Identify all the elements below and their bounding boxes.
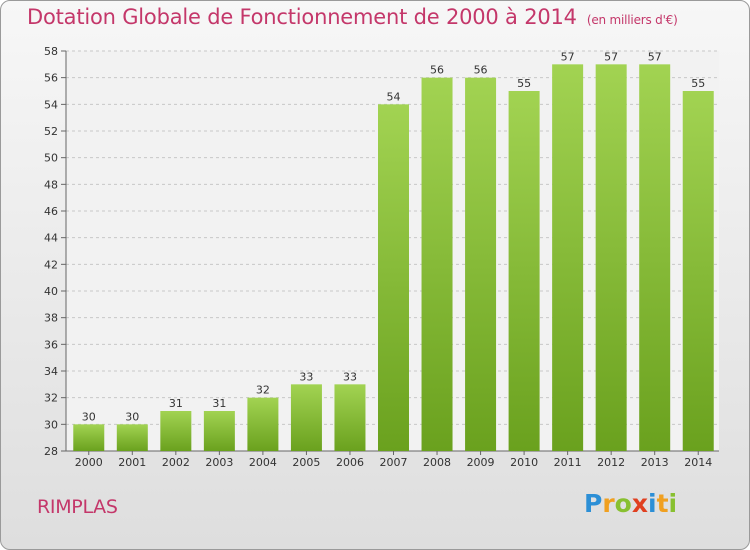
value-label: 54 — [387, 90, 401, 103]
x-tick-label: 2004 — [249, 456, 277, 469]
value-label: 31 — [212, 397, 226, 410]
value-label: 57 — [604, 50, 618, 63]
x-tick-label: 2005 — [292, 456, 320, 469]
y-tick-label: 42 — [44, 258, 58, 271]
bar — [378, 104, 409, 451]
logo-letter: i — [648, 489, 657, 518]
value-label: 56 — [474, 64, 488, 77]
y-tick-label: 32 — [44, 392, 58, 405]
value-label: 31 — [169, 397, 183, 410]
x-tick-label: 2006 — [336, 456, 364, 469]
y-tick-label: 34 — [44, 365, 58, 378]
bar — [682, 91, 714, 451]
y-tick-label: 52 — [44, 125, 58, 138]
value-label: 57 — [561, 50, 575, 63]
y-tick-label: 46 — [44, 205, 58, 218]
bar — [203, 411, 235, 451]
x-tick-label: 2007 — [380, 456, 408, 469]
y-tick-label: 30 — [44, 418, 58, 431]
value-label: 57 — [648, 50, 662, 63]
x-tick-label: 2013 — [641, 456, 669, 469]
bar — [73, 424, 105, 451]
logo-letter: o — [614, 489, 632, 518]
x-tick-label: 2011 — [554, 456, 582, 469]
value-label: 55 — [691, 77, 705, 90]
value-label: 32 — [256, 384, 270, 397]
x-tick-label: 2002 — [162, 456, 190, 469]
bar — [160, 411, 192, 451]
y-tick-label: 54 — [44, 98, 58, 111]
x-tick-label: 2001 — [118, 456, 146, 469]
x-tick-label: 2000 — [75, 456, 103, 469]
chart-title: Dotation Globale de Fonctionnement de 20… — [27, 5, 678, 29]
value-label: 33 — [299, 370, 313, 383]
value-label: 30 — [125, 410, 139, 423]
y-tick-label: 36 — [44, 338, 58, 351]
bar — [508, 91, 540, 451]
y-tick-label: 56 — [44, 72, 58, 85]
logo-letter: r — [602, 489, 615, 518]
x-tick-label: 2003 — [205, 456, 233, 469]
bar — [334, 384, 366, 451]
value-label: 56 — [430, 64, 444, 77]
bar — [290, 384, 322, 451]
bar — [552, 64, 584, 452]
tick-labels: 28 30 32 34 36 38 40 42 44 46 48 50 52 54 56 58 2000 2001… — [44, 45, 712, 469]
logo-letter: i — [668, 489, 678, 518]
y-tick-label: 38 — [44, 312, 58, 325]
chart-title-text: Dotation Globale de Fonctionnement de 20… — [27, 5, 577, 29]
x-tick-label: 2014 — [684, 456, 712, 469]
value-label: 33 — [343, 370, 357, 383]
bars — [73, 64, 714, 452]
proxiti-logo: Proxiti — [584, 489, 677, 518]
logo-letter: t — [656, 489, 669, 518]
y-tick-label: 48 — [44, 178, 58, 191]
y-tick-label: 50 — [44, 152, 58, 165]
y-tick-label: 28 — [44, 445, 58, 458]
y-tick-label: 44 — [44, 232, 58, 245]
bar — [247, 397, 279, 451]
value-label: 30 — [82, 410, 96, 423]
bar — [595, 64, 627, 452]
x-tick-label: 2009 — [467, 456, 495, 469]
bar — [465, 77, 497, 452]
x-tick-label: 2012 — [597, 456, 625, 469]
x-tick-label: 2010 — [510, 456, 538, 469]
bar — [639, 64, 671, 452]
chart-subtitle: (en milliers d'€) — [586, 13, 678, 27]
value-labels: 30 30 31 31 32 33 33 54 56 56 55 57 57 57 55 — [82, 50, 705, 423]
y-tick-label: 40 — [44, 285, 58, 298]
y-tick-label: 58 — [44, 45, 58, 58]
bar — [116, 424, 148, 451]
x-tick-label: 2008 — [423, 456, 451, 469]
logo-letter: x — [631, 489, 648, 518]
logo-letter: P — [584, 489, 603, 518]
bar — [421, 77, 453, 452]
value-label: 55 — [517, 77, 531, 90]
commune-name: RIMPLAS — [37, 496, 118, 518]
